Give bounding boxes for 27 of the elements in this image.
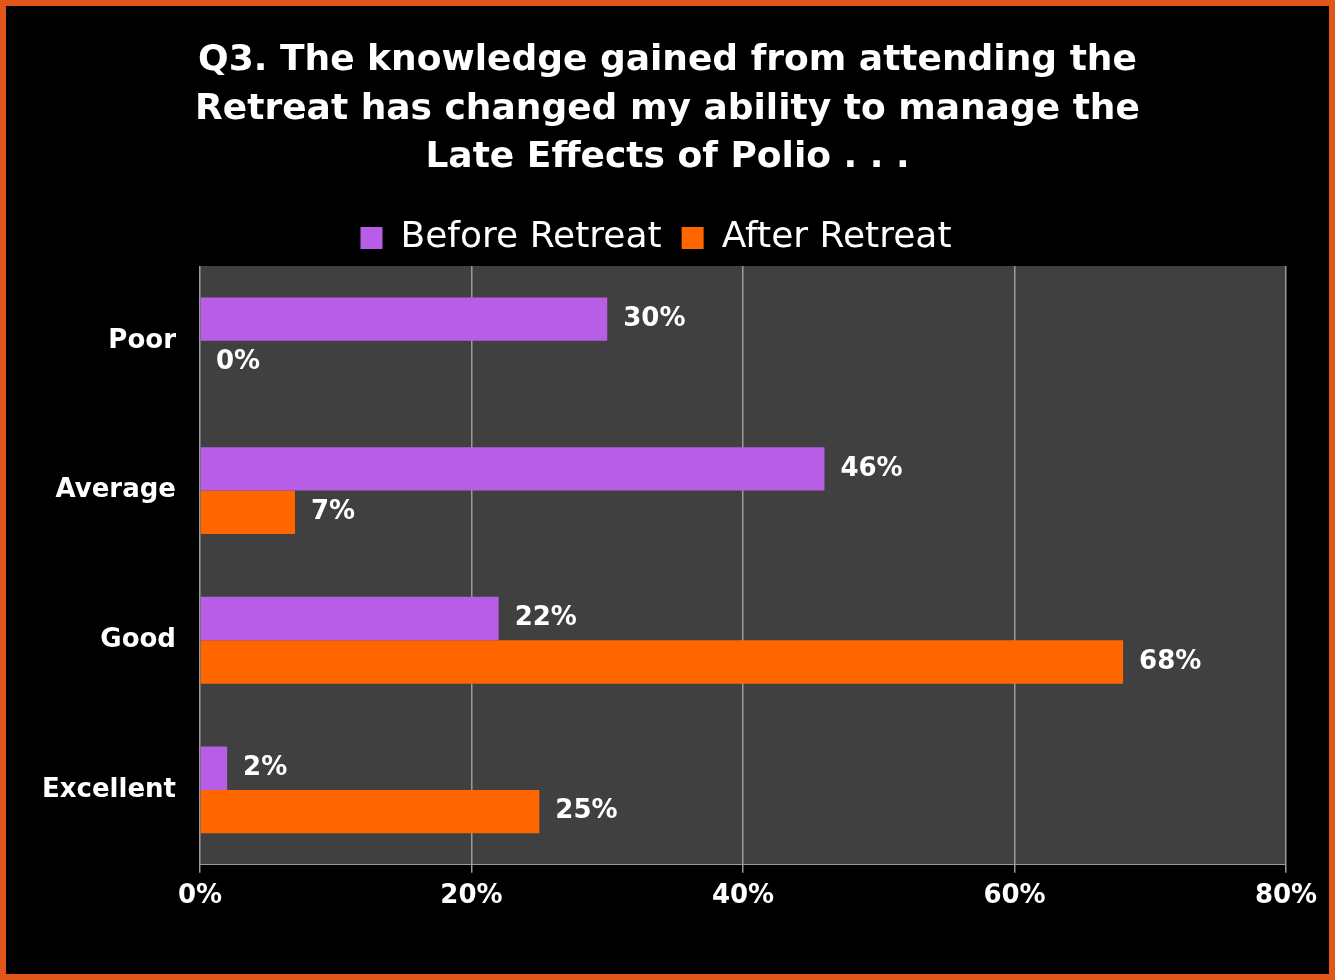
y-tick-label: Excellent — [41, 772, 176, 803]
bar — [200, 490, 295, 534]
x-tick-label: 80% — [1254, 878, 1318, 909]
y-tick-label: Poor — [108, 323, 177, 354]
data-label: 0% — [215, 345, 261, 376]
x-tick-label: 0% — [177, 878, 223, 909]
chart-title: Q3. The knowledge gained from attending the Retreat has changed my ability to manage the Late Effects of Polio . . . — [194, 36, 1141, 178]
x-tick-label: 20% — [440, 878, 503, 909]
data-label: 25% — [555, 794, 618, 825]
legend-label: After Retreat — [721, 214, 952, 256]
data-label: 7% — [311, 494, 356, 525]
bar — [200, 789, 540, 834]
y-tick-label: Good — [100, 622, 176, 653]
data-label: 22% — [514, 601, 577, 632]
x-tick-label: 60% — [983, 878, 1046, 909]
data-label: 46% — [840, 451, 903, 482]
data-label: 68% — [1139, 644, 1202, 675]
bar — [200, 596, 499, 641]
bar — [200, 297, 608, 341]
legend-label: Before Retreat — [400, 214, 662, 256]
bar — [200, 746, 228, 790]
y-tick-label: Average — [55, 473, 176, 504]
bar — [200, 640, 1124, 684]
x-tick-label: 40% — [711, 878, 775, 909]
data-label: 2% — [243, 750, 288, 781]
data-label: 30% — [623, 301, 686, 332]
bar — [200, 446, 825, 491]
